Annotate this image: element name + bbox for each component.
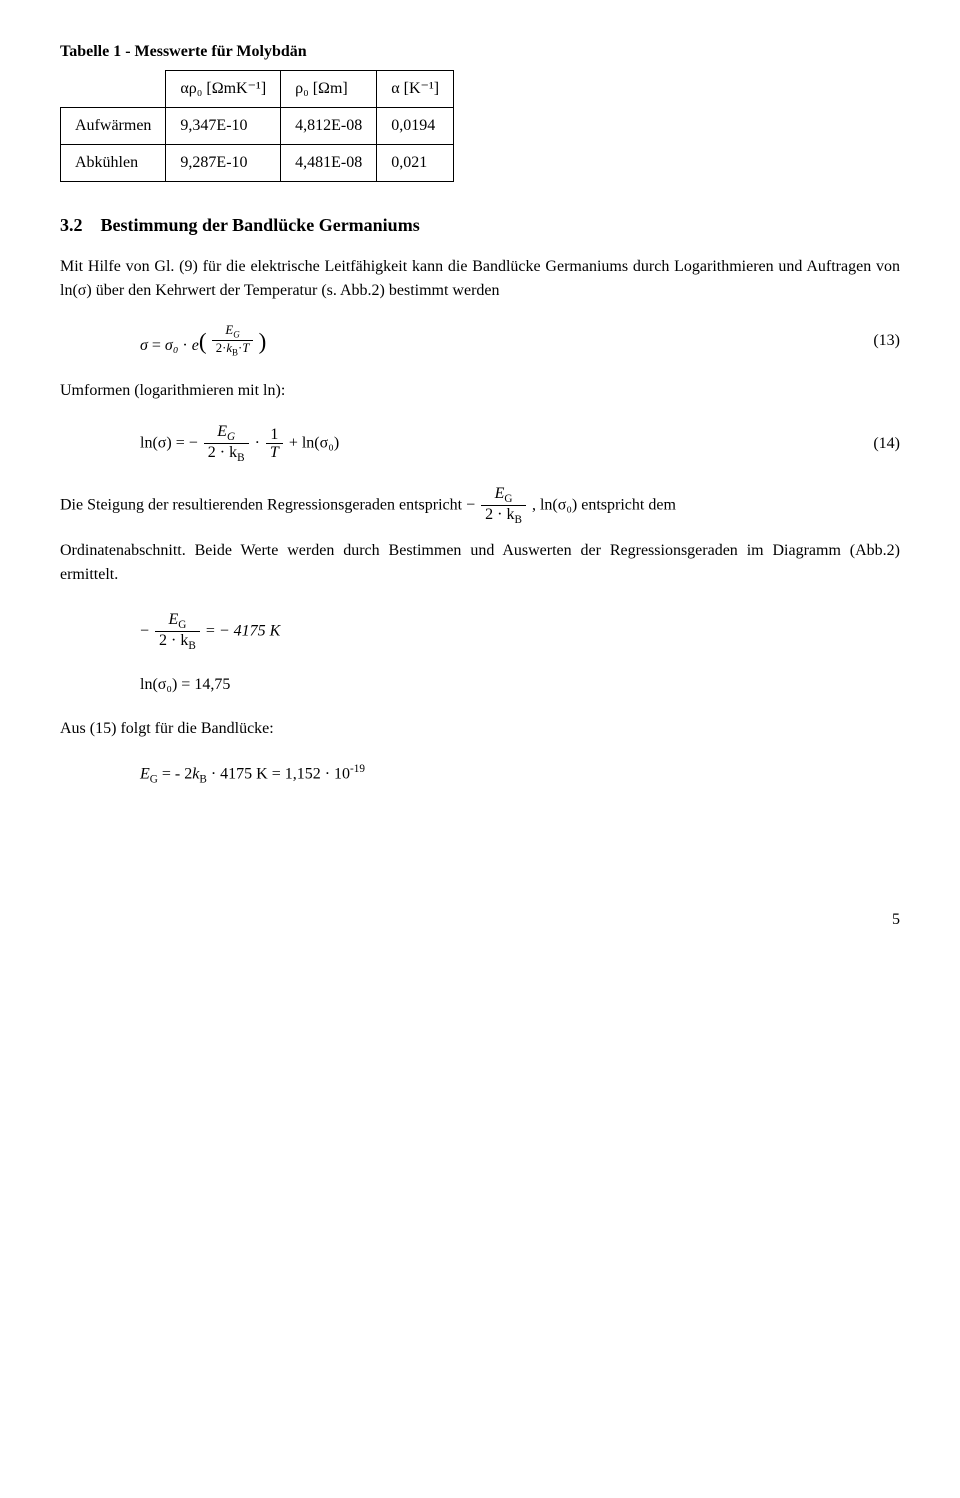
equation-14-body: ln(σ) = − EG 2 · kB · 1 T + ln(σ₀): [140, 423, 853, 465]
molybdaen-table: αρ₀ [ΩmK⁻¹] ρ₀ [Ωm] α [K⁻¹] Aufwärmen 9,…: [60, 70, 454, 182]
table-cell: 0,0194: [377, 108, 454, 145]
exp-fraction: EG 2·kB·T: [212, 323, 254, 359]
equation-13-number: (13): [853, 329, 900, 353]
paragraph-steigung: Die Steigung der resultierenden Regressi…: [60, 485, 900, 527]
egf-G: G: [150, 773, 158, 785]
symbol-equals: =: [206, 622, 219, 639]
equation-14: ln(σ) = − EG 2 · kB · 1 T + ln(σ₀) (14): [60, 423, 900, 465]
symbol-equals: =: [152, 337, 165, 354]
eq14-ln-sigma: ln(σ): [140, 434, 172, 451]
equation-eg-final-body: EG = - 2kB · 4175 K = 1,152 · 10-19: [140, 761, 900, 788]
slope2-num-G: G: [178, 619, 186, 631]
equation-13-body: σ = σ₀ · e ( EG 2·kB·T ): [140, 323, 853, 359]
exp-den-2: 2: [216, 341, 222, 355]
slope2-den-B: B: [188, 640, 195, 652]
equation-slope: − EG 2 · kB = − 4175 K: [60, 611, 900, 653]
table-row: Abkühlen 9,287E-10 4,481E-08 0,021: [61, 145, 454, 182]
exp-den-T: T: [242, 341, 249, 355]
slope-den-B: B: [514, 514, 521, 526]
equation-slope-body: − EG 2 · kB = − 4175 K: [140, 611, 900, 653]
section-heading: 3.2 Bestimmung der Bandlücke Germaniums: [60, 212, 900, 239]
slope2-num-E: E: [168, 611, 178, 628]
table-cell: 4,812E-08: [281, 108, 377, 145]
table-row-label: Aufwärmen: [61, 108, 166, 145]
page-number: 5: [60, 908, 900, 932]
frac1-num-E: E: [217, 423, 227, 440]
section-title: Bestimmung der Bandlücke Germaniums: [101, 215, 420, 235]
frac1-num-G: G: [227, 431, 235, 443]
eq14-frac2: 1 T: [266, 426, 283, 462]
symbol-sigma0: σ₀: [165, 337, 178, 354]
table-cell: 9,287E-10: [166, 145, 281, 182]
exp-left-paren: (: [199, 340, 207, 342]
slope2-den-2k: 2 · k: [159, 632, 188, 649]
egf-B: B: [199, 773, 206, 785]
table-header-row: αρ₀ [ΩmK⁻¹] ρ₀ [Ωm] α [K⁻¹]: [61, 71, 454, 108]
section-number: 3.2: [60, 215, 83, 235]
symbol-cdot: ·: [182, 337, 191, 354]
table-header-col1: αρ₀ [ΩmK⁻¹]: [166, 71, 281, 108]
slope-num-E: E: [495, 485, 505, 502]
inline-frac-slope: EG 2 · kB: [481, 485, 526, 527]
paragraph-ordinate: Ordinatenabschnitt. Beide Werte werden d…: [60, 539, 900, 587]
table-cell: 9,347E-10: [166, 108, 281, 145]
symbol-minus: −: [140, 622, 149, 639]
slope-num-G: G: [504, 493, 512, 505]
equation-eg-final: EG = - 2kB · 4175 K = 1,152 · 10-19: [60, 761, 900, 788]
equation-13: σ = σ₀ · e ( EG 2·kB·T ) (13): [60, 323, 900, 359]
paragraph-aus15: Aus (15) folgt für die Bandlücke:: [60, 717, 900, 741]
symbol-minus: −: [466, 496, 475, 513]
symbol-e: e: [192, 334, 199, 358]
egf-exp: -19: [350, 763, 365, 775]
egf-E: E: [140, 765, 150, 782]
symbol-equals: =: [176, 434, 189, 451]
steigung-pre: Die Steigung der resultierenden Regressi…: [60, 496, 466, 513]
frac2-den-T: T: [266, 444, 283, 462]
symbol-cdot: ·: [255, 434, 264, 451]
table-header-empty: [61, 71, 166, 108]
slope-frac: EG 2 · kB: [155, 611, 200, 653]
slope-value: − 4175 K: [219, 622, 280, 639]
equation-ln-sigma0-body: ln(σ₀) = 14,75: [140, 673, 900, 697]
paragraph-umformen: Umformen (logarithmieren mit ln):: [60, 379, 900, 403]
symbol-plus: +: [289, 434, 302, 451]
symbol-sigma: σ: [140, 337, 148, 354]
exp-right-paren: ): [259, 340, 267, 342]
table-cell: 4,481E-08: [281, 145, 377, 182]
symbol-minus: −: [189, 434, 198, 451]
table-header-col3: α [K⁻¹]: [377, 71, 454, 108]
paragraph-intro: Mit Hilfe von Gl. (9) für die elektrisch…: [60, 255, 900, 303]
eq14-frac1: EG 2 · kB: [204, 423, 249, 465]
equation-ln-sigma0: ln(σ₀) = 14,75: [60, 673, 900, 697]
exp-den-B: B: [232, 348, 238, 358]
steigung-post: , ln(σ₀) entspricht dem: [532, 496, 676, 513]
slope-den-2k: 2 · k: [485, 506, 514, 523]
table-title: Tabelle 1 - Messwerte für Molybdän: [60, 40, 900, 64]
frac1-den-2k: 2 · k: [208, 444, 237, 461]
exp-num-G: G: [233, 330, 239, 340]
table-row: Aufwärmen 9,347E-10 4,812E-08 0,0194: [61, 108, 454, 145]
equation-14-number: (14): [853, 432, 900, 456]
table-row-label: Abkühlen: [61, 145, 166, 182]
table-cell: 0,021: [377, 145, 454, 182]
table-header-col2: ρ₀ [Ωm]: [281, 71, 377, 108]
frac2-num-1: 1: [266, 426, 283, 445]
eq14-ln-sigma0: ln(σ₀): [302, 434, 339, 451]
frac1-den-B: B: [237, 452, 244, 464]
